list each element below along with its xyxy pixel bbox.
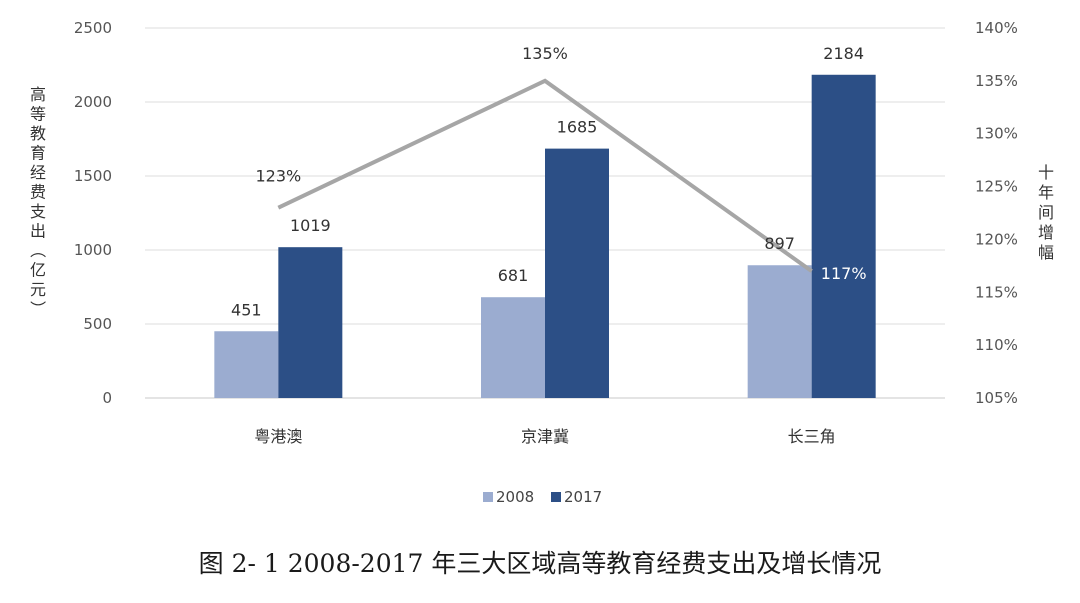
axis-title-char: ） (28, 300, 47, 316)
growth-label: 117% (821, 264, 867, 283)
y-axis-left-title: 高等教育经费支出（ 亿元） (28, 85, 47, 317)
category-label: 粤港澳 (254, 427, 302, 446)
y-right-tick-label: 110% (975, 336, 1018, 354)
axis-title-char: 高 (30, 85, 46, 104)
growth-label: 123% (255, 167, 301, 186)
axis-title-char: 十 (1038, 163, 1054, 182)
bar-value-label: 451 (231, 300, 262, 319)
bar-2008 (747, 265, 812, 398)
bar-2008 (481, 297, 545, 398)
axis-title-char: 支 (30, 202, 46, 221)
y-axis-right-ticks: 105% 110% 115% 120% 125% 130% 135% 140% (975, 19, 1018, 407)
chart: 0 500 1000 1500 2000 2500 105% 110% 115% 120% 125… (28, 19, 1054, 506)
bar-2008 (214, 331, 279, 398)
category-label: 长三角 (788, 427, 836, 446)
y-right-tick-label: 140% (975, 19, 1018, 37)
y-right-tick-label: 135% (975, 72, 1018, 90)
category-label: 京津冀 (521, 427, 569, 446)
axis-title-char: 幅 (1038, 243, 1054, 262)
y-right-tick-label: 105% (975, 389, 1018, 407)
axis-title-char: 出 (30, 222, 46, 241)
y-tick-label: 1000 (74, 241, 112, 259)
y-tick-label: 1500 (74, 167, 112, 185)
bar-value-label: 681 (498, 266, 529, 285)
y-tick-label: 0 (102, 389, 112, 407)
axis-title-char: 教 (30, 124, 46, 143)
y-axis-left-ticks: 0 500 1000 1500 2000 2500 (74, 19, 112, 407)
axis-title-char: 元 (30, 280, 46, 299)
y-right-tick-label: 130% (975, 125, 1018, 143)
category-labels: 粤港澳 京津冀 长三角 (254, 427, 835, 446)
legend: 2008 2017 (483, 488, 602, 506)
y-right-tick-label: 120% (975, 230, 1018, 248)
bar-2017 (278, 247, 343, 398)
bars (214, 74, 876, 398)
axis-title-char: 亿 (30, 261, 46, 280)
axis-title-char: 间 (1038, 203, 1054, 222)
bar-2017 (811, 74, 876, 398)
axis-title-char: 经 (30, 163, 46, 182)
figure-caption: 图 2- 1 2008-2017 年三大区域高等教育经费支出及增长情况 (198, 549, 882, 578)
y-tick-label: 2000 (74, 93, 112, 111)
legend-swatch-2017 (551, 492, 561, 502)
growth-line (277, 78, 813, 273)
bar-2017 (545, 148, 609, 398)
bar-value-label: 897 (764, 234, 795, 253)
axis-title-char: 增 (1038, 223, 1054, 242)
bar-value-label: 1019 (290, 216, 331, 235)
axis-title-char: （ (28, 242, 47, 258)
growth-line-path (277, 78, 813, 273)
y-right-tick-label: 115% (975, 283, 1018, 301)
axis-title-char: 年 (1038, 183, 1054, 202)
legend-label: 2008 (496, 488, 534, 506)
axis-title-char: 等 (30, 105, 46, 124)
y-tick-label: 2500 (74, 19, 112, 37)
bar-value-label: 1685 (557, 118, 598, 137)
bar-value-label: 2184 (823, 44, 864, 63)
axis-title-char: 育 (30, 144, 46, 163)
growth-label: 135% (522, 44, 568, 63)
axis-title-char: 费 (30, 183, 46, 202)
legend-swatch-2008 (483, 492, 493, 502)
data-labels: 451 1019 681 1685 897 2184 123% 135% 117% (231, 44, 866, 319)
legend-label: 2017 (564, 488, 602, 506)
y-right-tick-label: 125% (975, 178, 1018, 196)
y-tick-label: 500 (83, 315, 112, 333)
